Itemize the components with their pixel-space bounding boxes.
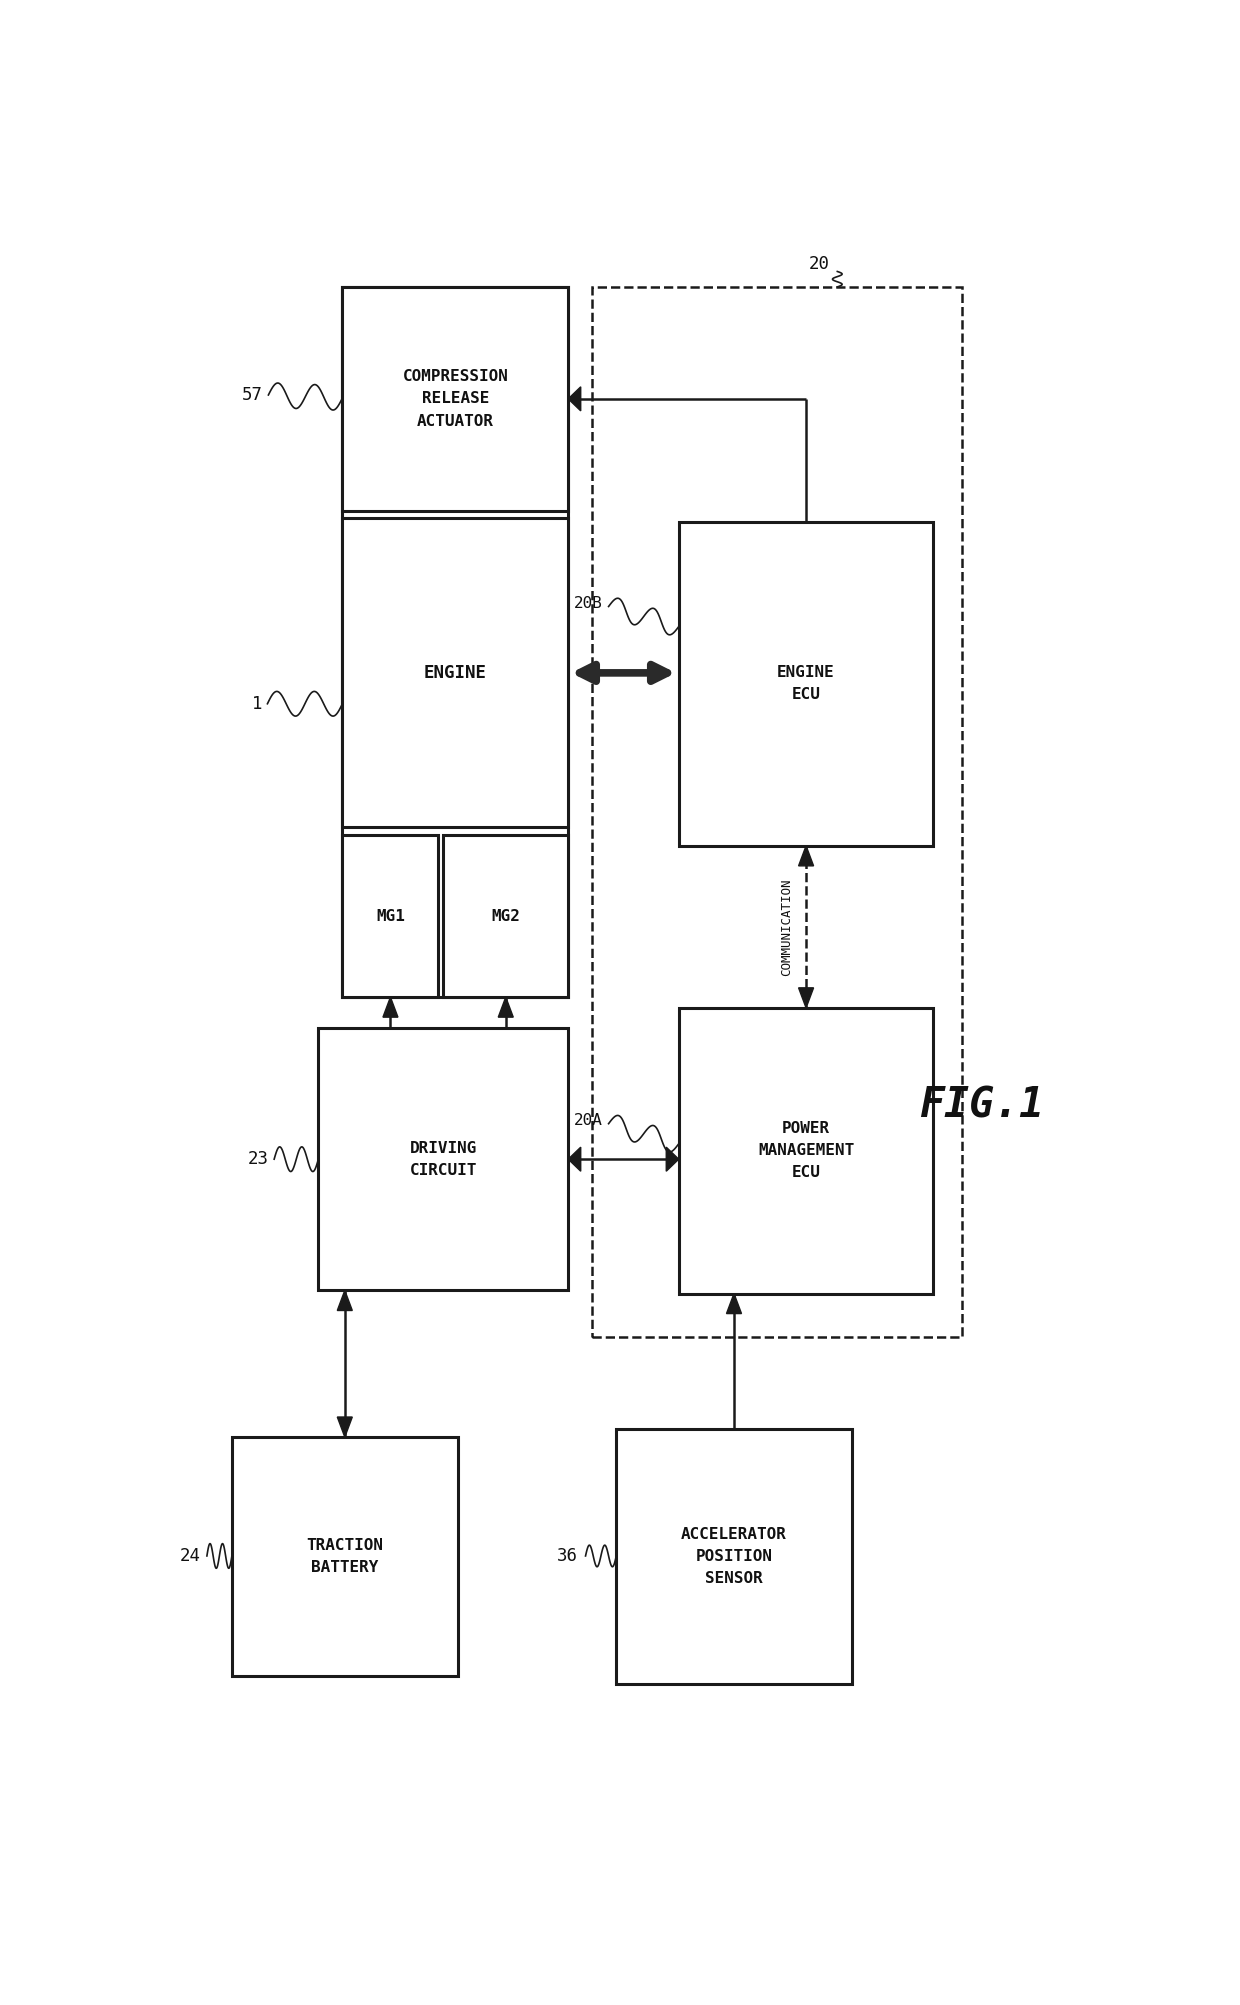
Polygon shape xyxy=(383,996,398,1017)
Polygon shape xyxy=(568,387,580,411)
Bar xyxy=(232,1438,458,1676)
Bar xyxy=(319,1029,568,1291)
Text: 57: 57 xyxy=(242,387,263,403)
Text: FIG.1: FIG.1 xyxy=(919,1085,1044,1127)
Polygon shape xyxy=(799,988,813,1009)
Bar xyxy=(342,287,568,996)
Text: ACCELERATOR
POSITION
SENSOR: ACCELERATOR POSITION SENSOR xyxy=(681,1528,787,1586)
Polygon shape xyxy=(337,1418,352,1438)
Text: 1: 1 xyxy=(252,696,263,712)
Bar xyxy=(342,834,439,996)
Polygon shape xyxy=(799,846,813,866)
Text: ENGINE: ENGINE xyxy=(424,664,487,682)
Text: 20A: 20A xyxy=(574,1113,603,1129)
Polygon shape xyxy=(498,996,513,1017)
Bar xyxy=(616,1430,852,1684)
Bar xyxy=(593,287,962,1337)
Polygon shape xyxy=(568,1147,580,1171)
Bar xyxy=(444,834,568,996)
Text: MG1: MG1 xyxy=(376,908,405,924)
Text: COMPRESSION
RELEASE
ACTUATOR: COMPRESSION RELEASE ACTUATOR xyxy=(402,369,508,429)
Polygon shape xyxy=(337,1291,352,1311)
Bar xyxy=(678,1009,934,1293)
Text: 20B: 20B xyxy=(574,595,603,612)
Text: 24: 24 xyxy=(180,1548,201,1566)
Text: COMMUNICATION: COMMUNICATION xyxy=(780,878,794,976)
Text: 23: 23 xyxy=(248,1151,268,1169)
Bar xyxy=(342,519,568,828)
Text: POWER
MANAGEMENT
ECU: POWER MANAGEMENT ECU xyxy=(758,1121,854,1181)
Text: DRIVING
CIRCUIT: DRIVING CIRCUIT xyxy=(409,1141,477,1177)
Bar xyxy=(342,287,568,511)
Polygon shape xyxy=(727,1293,742,1313)
Text: ENGINE
ECU: ENGINE ECU xyxy=(777,666,835,702)
Text: 36: 36 xyxy=(557,1548,578,1566)
Bar xyxy=(678,521,934,846)
Text: TRACTION
BATTERY: TRACTION BATTERY xyxy=(306,1538,383,1576)
Text: 20: 20 xyxy=(808,255,830,273)
Text: MG2: MG2 xyxy=(491,908,521,924)
Polygon shape xyxy=(666,1147,678,1171)
